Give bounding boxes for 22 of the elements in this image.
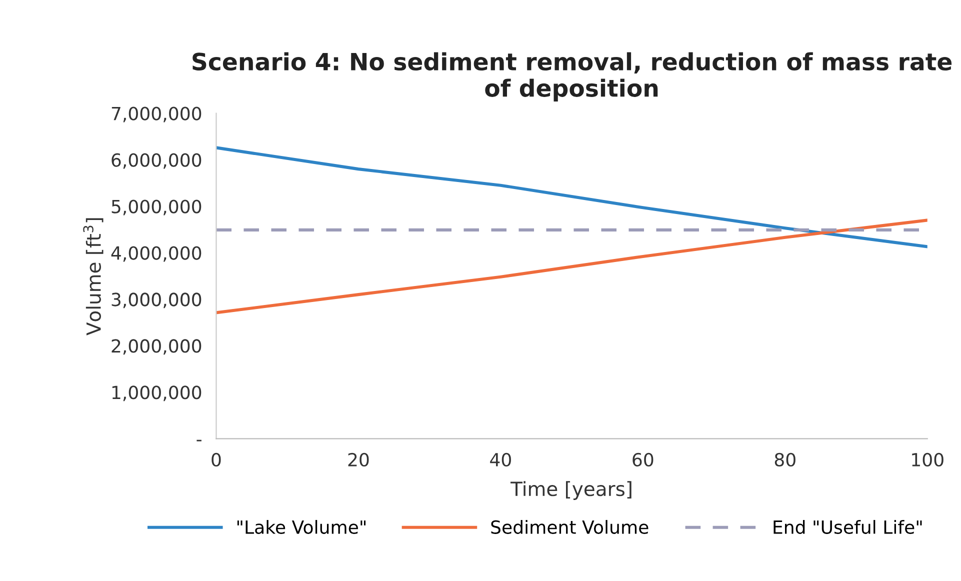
x-axis-title: Time [years] bbox=[510, 481, 632, 500]
y-tick-label: 3,000,000 bbox=[112, 292, 202, 308]
y-tick-label: - bbox=[196, 440, 202, 442]
y-tick-label: 5,000,000 bbox=[112, 200, 202, 216]
y-tick-label: 1,000,000 bbox=[112, 386, 202, 402]
x-tick-label: 40 bbox=[490, 452, 511, 467]
x-tick-label: 0 bbox=[212, 452, 221, 467]
y-tick-label: 6,000,000 bbox=[112, 153, 202, 169]
y-tick-label: 7,000,000 bbox=[112, 106, 202, 122]
y-tick-label: 4,000,000 bbox=[111, 246, 202, 262]
legend-label: End "Useful Life" bbox=[774, 520, 922, 534]
legend-label: "Lake Volume" bbox=[237, 520, 366, 534]
line-series bbox=[216, 146, 928, 248]
x-tick-label: 80 bbox=[774, 452, 796, 467]
x-tick-label: 20 bbox=[348, 452, 369, 467]
legend-label: Sediment Volume bbox=[491, 520, 648, 534]
x-tick-label: 60 bbox=[632, 452, 654, 467]
line-series bbox=[216, 218, 928, 314]
y-tick-label: 2,000,000 bbox=[112, 339, 202, 355]
y-axis-title: Volume [ft$^{3}$] bbox=[83, 218, 104, 336]
chart-title: Scenario 4: No sediment removal, reduction of mass rate of deposition bbox=[192, 52, 952, 102]
x-tick-label: 100 bbox=[912, 452, 944, 467]
